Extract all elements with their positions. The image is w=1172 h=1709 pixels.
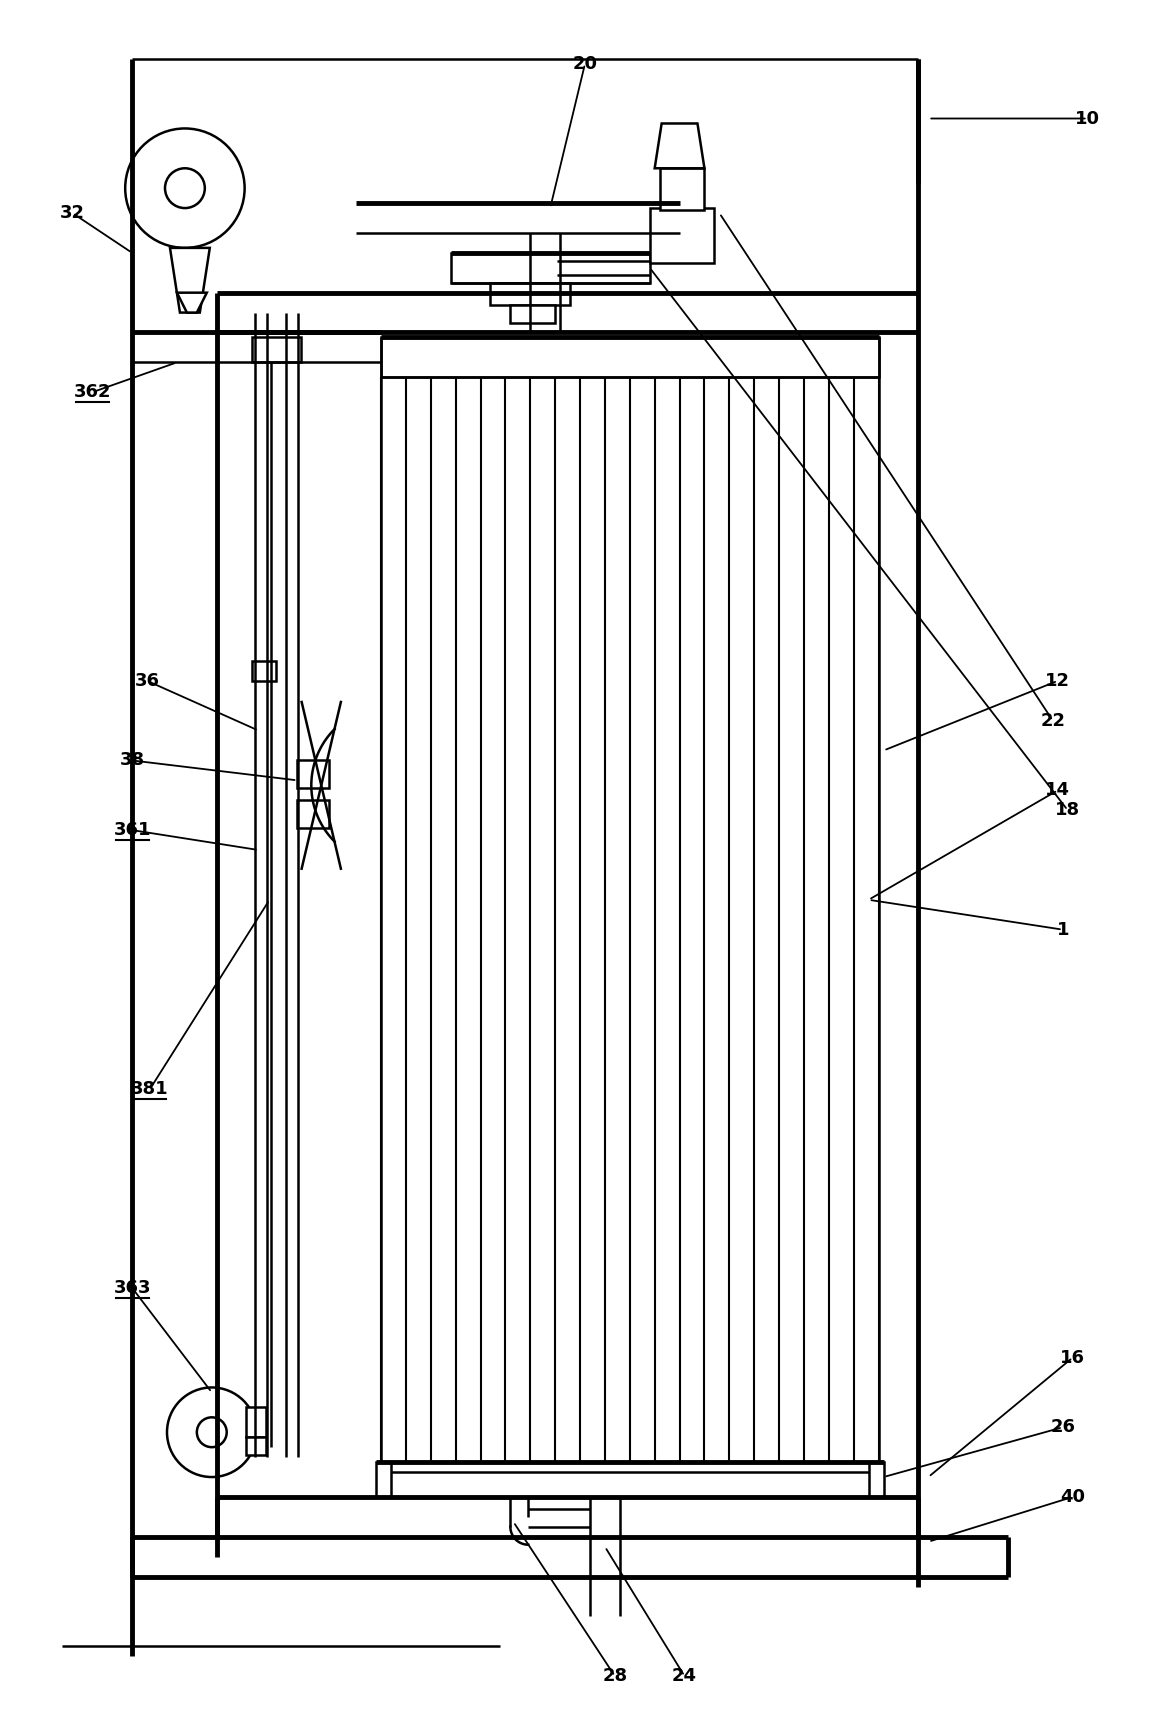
Text: 38: 38	[120, 752, 144, 769]
Bar	[252, 661, 277, 680]
Text: 26: 26	[1050, 1418, 1075, 1436]
Bar	[490, 282, 570, 304]
Bar	[376, 1463, 884, 1497]
Bar	[660, 167, 704, 210]
Text: 362: 362	[74, 383, 111, 402]
Bar	[246, 1408, 266, 1437]
Bar	[649, 208, 715, 263]
Polygon shape	[170, 248, 210, 313]
Text: 36: 36	[135, 672, 159, 690]
Text: 12: 12	[1045, 672, 1070, 690]
Text: 24: 24	[672, 1666, 697, 1685]
Text: 40: 40	[1061, 1489, 1085, 1506]
Bar	[510, 304, 556, 323]
Text: 32: 32	[60, 203, 84, 222]
Bar	[298, 761, 329, 788]
Text: 28: 28	[602, 1666, 627, 1685]
Text: 363: 363	[114, 1278, 151, 1297]
Text: 10: 10	[1075, 109, 1101, 128]
Bar	[252, 337, 301, 362]
Text: 20: 20	[572, 55, 598, 73]
Text: 18: 18	[1055, 802, 1081, 819]
Text: 381: 381	[131, 1080, 169, 1097]
Bar	[246, 1437, 266, 1454]
Text: 22: 22	[1041, 711, 1065, 730]
Bar	[298, 800, 329, 829]
Bar	[451, 253, 649, 282]
Text: 361: 361	[114, 820, 151, 839]
Text: 14: 14	[1045, 781, 1070, 800]
Text: 16: 16	[1061, 1348, 1085, 1367]
Text: 1: 1	[1056, 921, 1069, 938]
Polygon shape	[655, 123, 704, 167]
Polygon shape	[177, 292, 206, 313]
Bar	[381, 337, 879, 378]
